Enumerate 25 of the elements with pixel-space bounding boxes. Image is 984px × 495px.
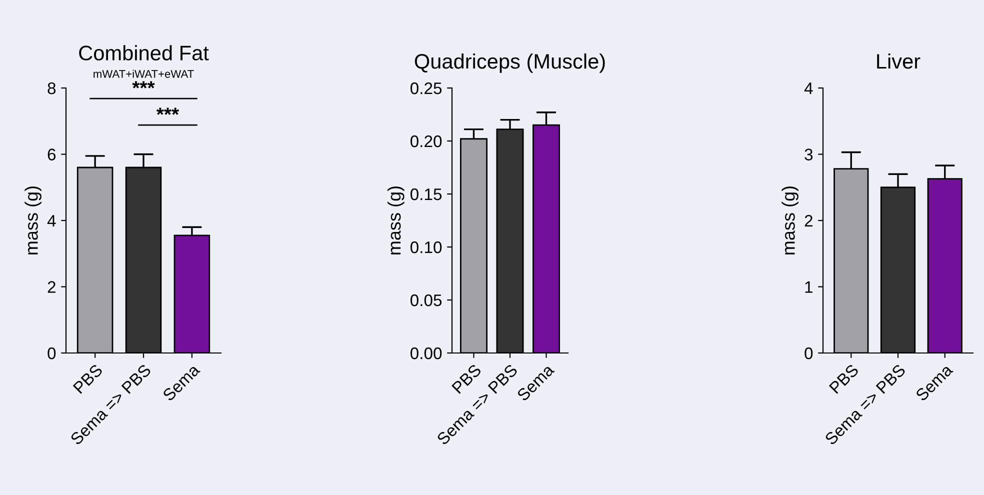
y-tick-label: 3 [804,148,813,160]
y-tick-label: 2 [804,214,812,227]
y-tick-label: 0.05 [410,294,442,306]
chart-title: Liver [877,53,920,69]
y-tick-label: 0.00 [410,347,442,360]
y-tick-label: 4 [47,215,56,227]
y-tick-label: 0.10 [410,241,442,254]
annotation: *** [132,81,155,88]
y-axis-title: mass (g) [782,186,798,254]
y-tick-label: 4 [804,82,813,94]
y-axis-title: mass (g) [24,186,42,254]
y-tick-label: 1 [805,281,812,293]
y-axis-title: mass (g) [387,186,404,254]
chart-title: Combined Fat [79,45,209,60]
y-tick-label: 8 [48,82,56,94]
chart-title: Quadriceps (Muscle) [414,53,605,73]
y-tick-label: 6 [48,148,56,160]
y-tick-label: 0 [804,347,813,360]
chart-subtitle: mWAT+iWAT+eWAT [94,70,194,78]
y-tick-label: 0 [48,347,56,360]
y-tick-label: 0.15 [410,188,442,200]
y-tick-label: 0.20 [410,135,442,148]
y-tick-label: 2 [48,281,56,293]
annotation: *** [156,108,180,115]
y-tick-label: 0.25 [410,82,442,94]
